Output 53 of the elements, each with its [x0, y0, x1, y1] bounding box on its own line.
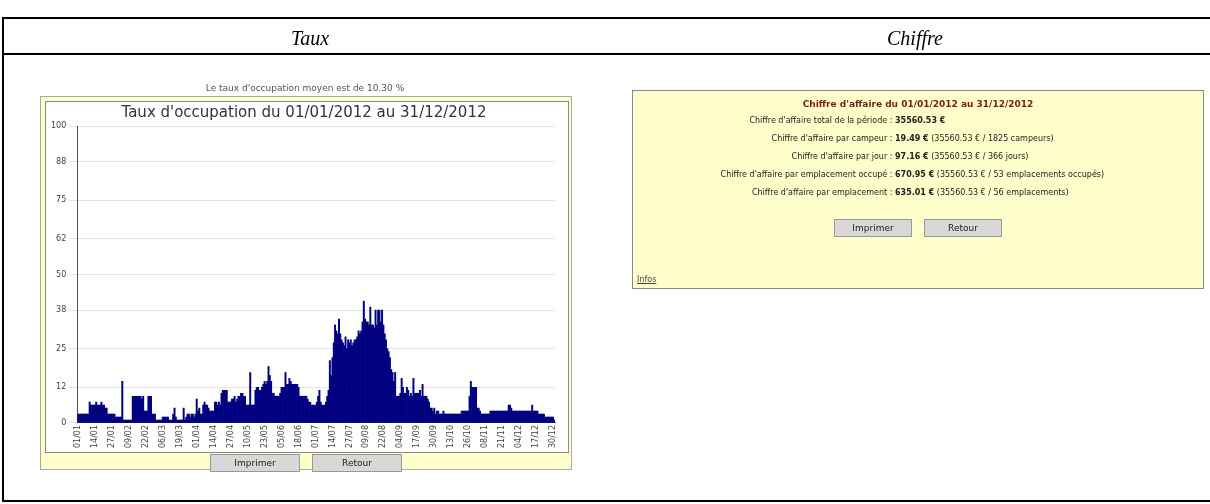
chart-title: Taux d'occupation du 01/01/2012 au 31/12/2012	[120, 102, 487, 121]
y-tick-label: 100	[50, 121, 67, 131]
text: Chiffre d'affaire par emplacement : 635.01 € (35560.53 € / 56 emplacements)	[750, 188, 1069, 197]
x-tick-label: 18/06	[293, 424, 303, 449]
x-tick-label: 19/03	[174, 424, 184, 449]
text: Le taux d'occupation moyen est de 10.30 %	[204, 83, 406, 93]
x-tick-label: 30/12	[548, 424, 558, 449]
x-tick-label: 01/01	[73, 424, 82, 449]
x-tick-label: 05/06	[276, 424, 286, 449]
x-tick-label: 22/02	[140, 424, 150, 449]
text: Chiffre d'affaire par emplacement occupé : 670.95 € (35560.53 € / 53 emplacements occupés)	[719, 170, 1105, 179]
x-tick-label: 17/12	[531, 424, 541, 449]
text: Chiffre d'affaire par jour : 97.16 € (35560.53 € / 366 jours)	[790, 152, 1029, 161]
y-tick-label: 50	[56, 269, 67, 279]
y-tick-label: 62	[56, 233, 67, 243]
x-tick-label: 14/04	[208, 424, 218, 449]
text: Taux	[289, 26, 331, 51]
x-tick-label: 01/07	[310, 424, 320, 449]
y-tick-label: 88	[56, 156, 67, 166]
text: Chiffre d'affaire par campeur : 19.49 € (35560.53 € / 1825 campeurs)	[770, 134, 1054, 143]
x-tick-label: 21/11	[497, 424, 507, 449]
y-tick-label: 0	[61, 418, 67, 428]
y-tick-label: 12	[56, 382, 67, 392]
x-tick-label: 27/01	[106, 424, 116, 449]
y-tick-label: 25	[56, 343, 67, 353]
button: Retour	[924, 219, 1002, 237]
text: Infos	[637, 275, 657, 284]
x-tick-label: 23/05	[259, 424, 269, 449]
x-tick-label: 04/09	[395, 424, 405, 449]
button: Imprimer	[210, 454, 300, 472]
x-tick-label: 01/04	[191, 424, 201, 449]
text: Chiffre d'affaire du 01/01/2012 au 31/12/2012	[801, 99, 1035, 109]
x-tick-label: 14/07	[327, 424, 337, 449]
text: Chiffre d'affaire total de la période : 35560.53 €	[748, 116, 946, 125]
x-tick-label: 13/10	[446, 424, 456, 449]
button: Retour	[312, 454, 402, 472]
y-tick-label: 38	[56, 305, 67, 315]
x-tick-label: 08/11	[480, 424, 490, 449]
x-tick-label: 14/01	[89, 424, 99, 449]
x-tick-label: 04/12	[514, 424, 524, 449]
x-tick-label: 30/09	[429, 424, 439, 449]
x-tick-label: 26/10	[463, 424, 473, 449]
x-tick-label: 27/04	[225, 424, 235, 449]
button: Imprimer	[834, 219, 912, 237]
x-tick-label: 09/08	[361, 424, 371, 449]
x-tick-label: 06/03	[157, 424, 167, 449]
text: Chiffre	[886, 26, 944, 52]
x-tick-label: 09/02	[123, 424, 133, 449]
x-tick-label: 10/05	[242, 424, 252, 449]
y-tick-label: 75	[56, 195, 67, 205]
x-tick-label: 27/07	[344, 424, 354, 449]
x-tick-label: 17/09	[412, 424, 422, 449]
x-tick-label: 22/08	[378, 424, 388, 449]
